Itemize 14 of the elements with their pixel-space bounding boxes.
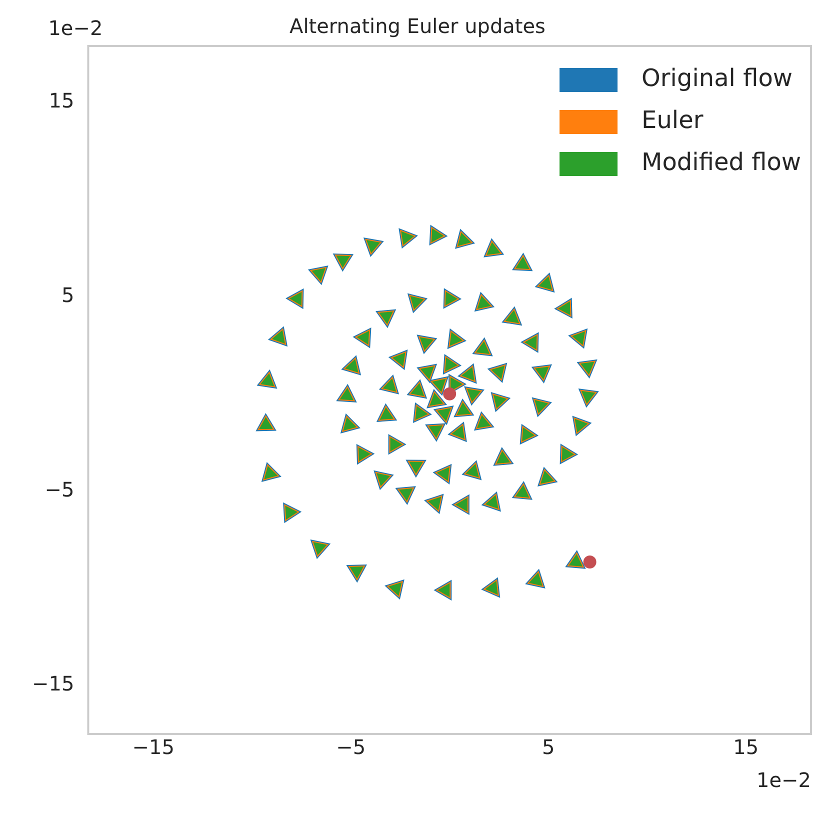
y-tick-label: 5 xyxy=(61,282,74,307)
x-tick-label: 5 xyxy=(542,735,555,760)
text: 1e−2 xyxy=(756,768,811,792)
y-tick-label: −5 xyxy=(44,477,74,502)
y-tick-label: −15 xyxy=(32,672,74,696)
x-tick-label: 15 xyxy=(733,735,759,760)
x-tick-label: −15 xyxy=(132,735,174,760)
text: 1e−2 xyxy=(48,16,103,40)
chart-title: Alternating Euler updates xyxy=(290,14,546,38)
legend-label: Modified flow xyxy=(642,148,801,176)
legend-label: Euler xyxy=(642,106,704,134)
x-tick-label: −5 xyxy=(336,735,366,760)
y-tick-label: 15 xyxy=(48,88,74,113)
legend-label: Original flow xyxy=(642,64,793,92)
